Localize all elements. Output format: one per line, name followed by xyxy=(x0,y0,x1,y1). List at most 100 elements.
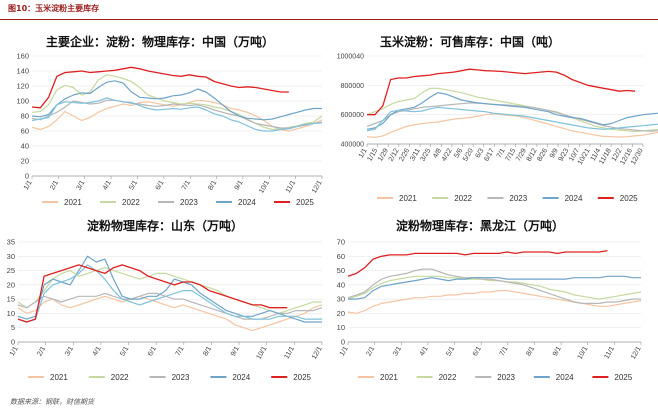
y-tick-label: 100 xyxy=(16,97,29,106)
x-tick-label: 6/3 xyxy=(475,147,486,159)
chart-shandong: 淀粉物理库存：山东（万吨） 0 5 10 15 20 25 30 35 1/1 2/1 3/1 4/1 5… xyxy=(0,212,330,397)
y-tick-label: 25 xyxy=(7,266,15,275)
x-tick-label: 11/1 xyxy=(283,345,296,360)
header-divider xyxy=(0,19,658,20)
y-tick-label: 800000 xyxy=(341,83,364,90)
x-tick-label: 1/1 xyxy=(23,179,34,191)
x-tick-label: 3/25 xyxy=(420,147,433,162)
legend-label-2025: 2025 xyxy=(620,194,638,203)
series-line-2024 xyxy=(348,275,641,300)
legend-label-2023: 2023 xyxy=(180,198,198,207)
x-tick-label: 4/22 xyxy=(441,147,454,162)
legend-label-2023: 2023 xyxy=(497,373,515,382)
chart-title: 主要企业：淀粉：物理库存：中国（万吨） xyxy=(46,34,274,49)
y-tick-label: 120 xyxy=(16,82,29,91)
x-tick-label: 9/1 xyxy=(230,345,241,357)
legend-label-2024: 2024 xyxy=(232,373,250,382)
x-tick-label: 2/1 xyxy=(36,345,47,357)
series-line-2021 xyxy=(347,289,642,315)
y-tick-label: 20 xyxy=(21,157,29,166)
x-tick-label: 7/1 xyxy=(496,147,507,159)
x-tick-label: 3/1 xyxy=(64,345,75,357)
chart-heilongjiang: 淀粉物理库存：黑龙江（万吨） 0 10 20 30 40 50 60 70 1/1 2/1 3/1 4/… xyxy=(330,212,658,397)
y-tick-label: 30 xyxy=(7,252,15,261)
legend-label-2021: 2021 xyxy=(380,373,398,382)
chart-sellable-inventory: 玉米淀粉：可售库存：中国（吨） 400000 600000 800000 1000040… xyxy=(330,26,658,211)
y-tick-label: 600000 xyxy=(341,112,364,119)
x-tick-label: 11/1 xyxy=(285,179,298,194)
legend-label-2025: 2025 xyxy=(614,373,632,382)
legend-label-2025: 2025 xyxy=(296,198,314,207)
y-tick-label: 70 xyxy=(337,238,345,247)
series-line-2025 xyxy=(347,249,608,277)
x-tick-label: 4/8 xyxy=(432,147,443,159)
x-tick-label: 5/1 xyxy=(445,345,456,357)
legend-label-2023: 2023 xyxy=(172,373,190,382)
x-tick-label: 9/1 xyxy=(234,179,245,191)
data-source: 数据来源：钢联，财信期货 xyxy=(10,398,94,406)
x-tick-label: 4/1 xyxy=(92,345,103,357)
y-tick-label: 50 xyxy=(337,266,345,275)
x-tick-label: 2/1 xyxy=(49,179,60,191)
series-line-2024b xyxy=(366,106,658,132)
x-tick-label: 5/1 xyxy=(119,345,130,357)
series-line-2025 xyxy=(17,264,288,323)
figure-label: 图10：玉米淀粉主要库存 xyxy=(8,4,100,13)
chart-svg: 淀粉物理库存：黑龙江（万吨） 0 10 20 30 40 50 60 70 1/1 2/1 3/1 4/… xyxy=(337,218,643,382)
series-line-2023 xyxy=(347,268,641,305)
y-tick-label: 20 xyxy=(337,309,345,318)
y-tick-label: 0 xyxy=(11,338,15,347)
series-line-2021 xyxy=(366,113,658,139)
x-tick-label: 8/26 xyxy=(536,147,549,162)
x-tick-label: 11/1 xyxy=(603,345,616,360)
x-tick-label: 7/1 xyxy=(499,345,510,357)
series-line-2024b xyxy=(17,264,322,323)
chart-svg: 主要企业：淀粉：物理库存：中国（万吨） 0 20 40 60 80 100 120 140 160… xyxy=(16,34,323,207)
chart-title: 淀粉物理库存：山东（万吨） xyxy=(87,218,243,233)
series-line-2024 xyxy=(366,92,658,130)
x-tick-label: 6/1 xyxy=(472,345,483,357)
figure-header: 图10：玉米淀粉主要库存 xyxy=(0,0,658,20)
y-tick-label: 10 xyxy=(7,309,15,318)
y-tick-label: 20 xyxy=(7,280,15,289)
y-tick-label: 80 xyxy=(21,112,29,121)
series-line-2022 xyxy=(347,275,642,300)
legend-label-2022: 2022 xyxy=(454,194,472,203)
x-tick-label: 3/1 xyxy=(76,179,87,191)
series-line-2023 xyxy=(31,99,323,129)
x-tick-label: 6/1 xyxy=(147,345,158,357)
legend-label-2024: 2024 xyxy=(565,194,583,203)
legend-label-2024: 2024 xyxy=(556,373,574,382)
legend-label-2022: 2022 xyxy=(439,373,457,382)
x-tick-label: 5/1 xyxy=(128,179,139,191)
y-tick-label: 60 xyxy=(21,127,29,136)
series-line-2024b xyxy=(31,97,323,132)
x-tick-label: 1/1 xyxy=(358,147,369,159)
y-tick-label: 5 xyxy=(11,323,15,332)
chart-svg: 玉米淀粉：可售库存：中国（吨） 400000 600000 800000 1000040… xyxy=(337,34,658,203)
y-tick-label: 35 xyxy=(7,238,15,247)
x-tick-label: 10/1 xyxy=(256,345,269,360)
chart-main-enterprises: 主要企业：淀粉：物理库存：中国（万吨） 0 20 40 60 80 100 120 140 160… xyxy=(0,26,330,211)
x-tick-label: 7/1 xyxy=(175,345,186,357)
x-tick-label: 8/1 xyxy=(525,345,536,357)
legend-label-2021: 2021 xyxy=(399,194,417,203)
x-tick-label: 8/1 xyxy=(202,345,213,357)
x-tick-label: 12/1 xyxy=(311,345,324,360)
series-line-2023 xyxy=(366,102,658,132)
x-tick-label: 2/26 xyxy=(398,147,411,162)
x-tick-label: 5/20 xyxy=(462,147,475,162)
series-line-2021 xyxy=(17,295,323,332)
x-tick-label: 5/6 xyxy=(453,147,464,159)
series-line-2025 xyxy=(31,66,289,109)
y-tick-label: 0 xyxy=(341,338,345,347)
x-tick-label: 12/1 xyxy=(630,345,643,360)
x-tick-label: 10/1 xyxy=(258,179,271,194)
x-tick-label: 7/1 xyxy=(181,179,192,191)
x-tick-label: 8/1 xyxy=(207,179,218,191)
y-tick-label: 160 xyxy=(16,52,29,61)
y-tick-label: 10 xyxy=(337,323,345,332)
x-tick-label: 1/1 xyxy=(339,345,350,357)
